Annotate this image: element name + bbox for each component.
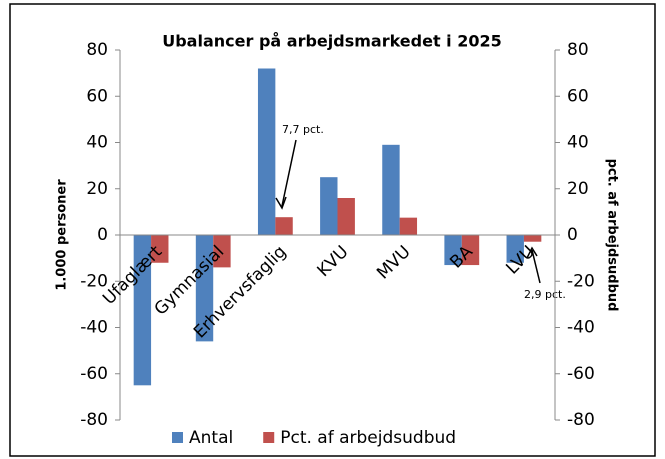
y2-tick-label: 40 <box>567 133 589 153</box>
bar <box>337 198 355 235</box>
y2-tick-label: 0 <box>567 225 578 245</box>
y-tick-label: -20 <box>80 271 108 291</box>
bar <box>461 235 480 266</box>
bar <box>506 235 524 263</box>
y-tick-label: 20 <box>86 179 108 199</box>
y2-tick-label: 80 <box>567 40 589 60</box>
legend-swatch <box>172 432 183 443</box>
annotation-arrowhead <box>275 196 287 210</box>
y-tick-label: -80 <box>80 410 108 430</box>
y-tick-label: -40 <box>80 318 108 338</box>
y2-axis-title: pct. af arbejdsudbud <box>605 159 620 312</box>
chart-title: Ubalancer på arbejdsmarkedet i 2025 <box>162 32 502 51</box>
annotation: 7,7 pct. <box>282 123 324 136</box>
bar <box>275 217 293 235</box>
y2-tick-label: -20 <box>567 271 595 291</box>
bar <box>382 144 400 235</box>
annotation-arrow <box>281 139 297 207</box>
legend-label: Pct. af arbejdsudbud <box>280 428 456 448</box>
y-tick-label: 80 <box>86 40 108 60</box>
bar <box>444 235 462 266</box>
bar <box>320 177 338 235</box>
y2-tick-label: -60 <box>567 364 595 384</box>
bar <box>213 235 231 268</box>
y-tick-label: -60 <box>80 364 108 384</box>
y2-tick-label: 20 <box>567 179 589 199</box>
y-tick-label: 40 <box>86 133 108 153</box>
frame <box>9 3 656 457</box>
y-tick-label: 0 <box>97 225 108 245</box>
bar <box>399 217 418 235</box>
y-axis-title: 1.000 personer <box>55 179 70 291</box>
x-tick-label: KVU <box>314 242 353 281</box>
y2-tick-label: -80 <box>567 410 595 430</box>
bar <box>523 235 542 242</box>
annotation-arrowhead <box>526 246 538 259</box>
bar <box>195 235 214 342</box>
annotation-arrow <box>531 249 541 284</box>
y2-tick-label: -40 <box>567 318 595 338</box>
y2-tick-label: 60 <box>567 86 589 106</box>
bar <box>151 235 169 263</box>
annotation: 2,9 pct. <box>524 288 566 301</box>
bar <box>133 235 152 386</box>
y-tick-label: 60 <box>86 86 108 106</box>
bar <box>257 68 276 235</box>
legend-swatch <box>263 432 275 443</box>
legend-label: Antal <box>189 428 233 448</box>
x-tick-label: MVU <box>373 242 415 284</box>
